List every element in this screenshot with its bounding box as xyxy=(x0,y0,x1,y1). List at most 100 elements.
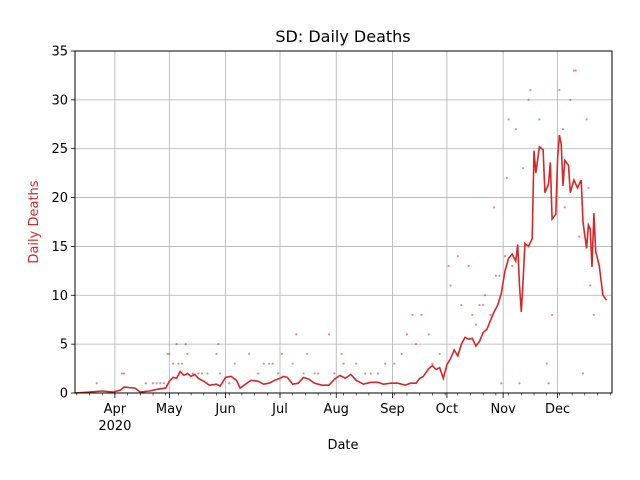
plot-area xyxy=(74,69,608,394)
daily-point xyxy=(233,362,236,365)
daily-point xyxy=(427,333,430,336)
x-tick-label: Oct xyxy=(436,402,458,417)
x-tick-label: Jun xyxy=(214,402,235,417)
daily-point xyxy=(574,69,577,72)
daily-point xyxy=(414,343,418,346)
daily-point xyxy=(184,343,187,346)
daily-point xyxy=(291,362,294,365)
daily-point xyxy=(581,372,585,375)
daily-point xyxy=(342,362,345,365)
daily-point xyxy=(175,343,178,346)
daily-point xyxy=(569,98,572,101)
daily-point xyxy=(200,372,204,375)
daily-point xyxy=(302,372,305,375)
x-tick-label: Sep xyxy=(380,402,405,417)
x-tick-label: Dec xyxy=(545,402,570,417)
daily-point xyxy=(558,88,561,92)
daily-point xyxy=(492,206,496,209)
daily-point xyxy=(511,264,514,268)
daily-point xyxy=(563,206,566,209)
daily-point xyxy=(474,323,478,326)
y-tick-label: 25 xyxy=(51,142,68,157)
daily-point xyxy=(587,186,590,189)
daily-point xyxy=(340,352,343,356)
x-tick-label: Nov xyxy=(490,402,516,417)
daily-point xyxy=(400,352,403,356)
daily-point xyxy=(313,372,316,375)
daily-point xyxy=(585,118,588,121)
daily-point xyxy=(449,284,452,287)
daily-point xyxy=(151,382,155,385)
daily-point xyxy=(460,303,463,307)
daily-point xyxy=(197,372,200,375)
x-tick-label: Aug xyxy=(324,402,349,417)
daily-point xyxy=(95,382,98,385)
daily-point xyxy=(277,372,280,375)
daily-point xyxy=(494,274,497,277)
daily-point xyxy=(500,382,503,385)
rolling-average-line xyxy=(74,134,608,394)
y-axis-label: Daily Deaths xyxy=(27,180,42,263)
daily-point xyxy=(411,313,414,316)
daily-point xyxy=(162,382,165,385)
x-axis-ticks: Apr 2020 May Jun Jul Aug Sep Oct Nov Dec xyxy=(76,393,611,434)
daily-point xyxy=(547,382,550,385)
daily-point xyxy=(317,372,320,375)
daily-point xyxy=(206,372,209,375)
daily-point xyxy=(507,118,510,121)
axes-frame xyxy=(74,50,613,394)
daily-point xyxy=(166,352,169,356)
daily-point xyxy=(369,372,372,375)
daily-point xyxy=(295,333,298,336)
daily-point xyxy=(482,303,485,307)
daily-point xyxy=(155,382,158,385)
daily-point xyxy=(505,176,508,180)
y-tick-label: 35 xyxy=(51,45,68,60)
daily-point xyxy=(271,362,274,365)
daily-point xyxy=(177,362,180,365)
daily-point xyxy=(503,255,507,258)
y-tick-label: 0 xyxy=(60,387,68,402)
daily-point xyxy=(355,362,358,365)
daily-point xyxy=(527,98,530,101)
daily-point xyxy=(159,382,162,385)
daily-point xyxy=(489,313,492,316)
daily-point xyxy=(171,362,175,365)
daily-point xyxy=(376,372,380,375)
daily-point xyxy=(447,264,450,268)
chart-title: SD: Daily Deaths xyxy=(275,27,410,46)
daily-point xyxy=(248,352,251,356)
daily-point xyxy=(215,352,218,356)
daily-point xyxy=(121,372,124,375)
daily-point xyxy=(478,303,481,307)
daily-point xyxy=(592,313,595,316)
daily-point xyxy=(456,255,459,258)
daily-point xyxy=(384,362,387,365)
y-tick-label: 15 xyxy=(51,240,68,255)
daily-point xyxy=(471,313,474,316)
daily-point xyxy=(191,372,195,375)
y-tick-label: 30 xyxy=(51,93,68,108)
daily-point xyxy=(268,362,271,365)
daily-point xyxy=(327,333,331,336)
daily-point xyxy=(306,352,309,356)
y-tick-label: 5 xyxy=(60,338,68,353)
daily-point xyxy=(545,362,548,365)
daily-point xyxy=(393,362,396,365)
x-tick-label: May xyxy=(156,402,183,417)
x-tick-sublabel: 2020 xyxy=(98,419,131,434)
daily-point xyxy=(578,235,581,238)
daily-point xyxy=(217,343,220,346)
daily-point xyxy=(551,313,554,316)
daily-point xyxy=(498,274,501,277)
y-tick-label: 20 xyxy=(51,191,68,206)
daily-point xyxy=(262,362,265,365)
daily-point xyxy=(228,382,231,385)
daily-point xyxy=(280,352,283,356)
daily-point xyxy=(431,362,434,365)
daily-point xyxy=(180,362,184,365)
daily-point xyxy=(518,382,521,385)
daily-point xyxy=(514,128,517,131)
